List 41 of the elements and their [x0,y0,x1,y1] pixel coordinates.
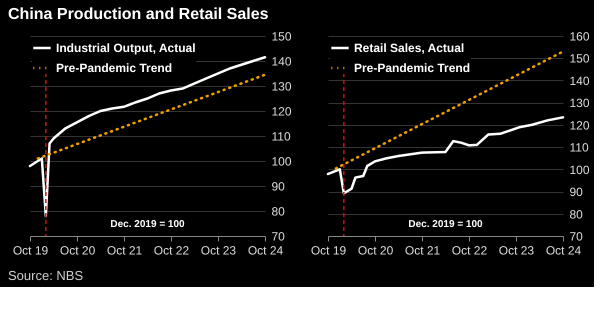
y-tick-label: 120 [272,104,292,118]
x-tick-label: Oct 19 [310,244,346,258]
source-note: Source: NBS [8,268,84,283]
y-tick-label: 90 [570,185,584,200]
x-tick-label: Oct 20 [60,244,96,258]
x-tick-label: Oct 21 [106,244,143,258]
x-tick-label: Oct 22 [154,244,190,258]
x-tick-label: Oct 23 [200,244,236,258]
chart-title: China Production and Retail Sales [8,6,269,23]
annotation: Dec. 2019 = 100 [408,219,484,230]
line-series [326,116,564,195]
x-tick-label: Oct 21 [404,244,441,258]
y-tick-label: 110 [570,140,589,155]
y-tick-label: 90 [272,180,286,194]
y-tick-label: 130 [272,80,292,94]
legend-label: Industrial Output, Actual [56,41,196,55]
y-tick-label: 100 [272,154,292,168]
y-tick-label: 150 [272,30,292,44]
y-tick-label: 80 [570,207,584,222]
annotation: Dec. 2019 = 100 [110,219,186,230]
x-tick-label: Oct 19 [12,244,48,258]
legend-label: Pre-Pandemic Trend [354,61,470,75]
y-tick-label: 140 [570,74,590,88]
y-tick-label: 70 [272,230,286,244]
y-tick-label: 80 [272,204,286,218]
y-tick-label: 120 [570,118,590,132]
line-series [28,56,266,218]
y-tick-label: 70 [570,230,584,244]
x-tick-label: Oct 20 [358,244,394,258]
y-tick-label: 150 [570,52,590,66]
x-tick-label: Oct 24 [248,244,284,258]
x-tick-label: Oct 22 [452,244,488,258]
x-tick-label: Oct 23 [498,244,534,258]
y-tick-label: 140 [272,54,292,68]
y-tick-label: 100 [570,162,590,177]
x-tick-label: Oct 24 [546,244,582,258]
y-tick-label: 130 [570,96,590,110]
y-tick-label: 160 [570,30,590,44]
legend-label: Retail Sales, Actual [354,41,464,55]
legend-label: Pre-Pandemic Trend [56,61,172,75]
y-tick-label: 110 [272,130,291,144]
